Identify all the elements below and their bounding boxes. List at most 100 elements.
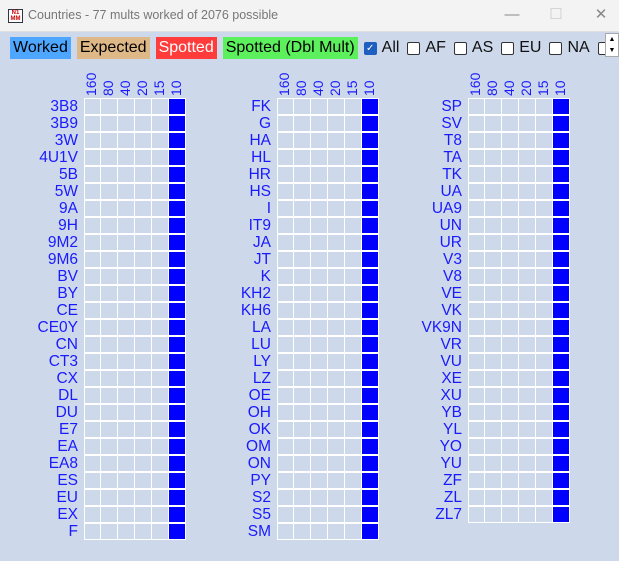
cell-worked[interactable]: [169, 319, 186, 336]
cell-empty[interactable]: [311, 285, 328, 302]
cell-worked[interactable]: [169, 387, 186, 404]
cell-empty[interactable]: [152, 149, 169, 166]
cell-empty[interactable]: [101, 268, 118, 285]
cell-empty[interactable]: [135, 438, 152, 455]
cell-empty[interactable]: [519, 404, 536, 421]
cell-worked[interactable]: [169, 217, 186, 234]
cell-empty[interactable]: [277, 370, 294, 387]
filter-na[interactable]: NA: [549, 39, 590, 57]
cell-empty[interactable]: [311, 489, 328, 506]
cell-empty[interactable]: [468, 251, 485, 268]
cell-worked[interactable]: [553, 506, 570, 523]
cell-empty[interactable]: [485, 387, 502, 404]
cell-empty[interactable]: [311, 200, 328, 217]
cell-worked[interactable]: [362, 149, 379, 166]
cell-empty[interactable]: [118, 421, 135, 438]
cell-empty[interactable]: [328, 489, 345, 506]
cell-empty[interactable]: [277, 183, 294, 200]
cell-empty[interactable]: [536, 438, 553, 455]
cell-empty[interactable]: [328, 387, 345, 404]
cell-empty[interactable]: [311, 336, 328, 353]
cell-empty[interactable]: [345, 370, 362, 387]
cell-empty[interactable]: [277, 251, 294, 268]
cell-empty[interactable]: [468, 421, 485, 438]
cell-empty[interactable]: [135, 217, 152, 234]
cell-worked[interactable]: [362, 217, 379, 234]
cell-empty[interactable]: [502, 319, 519, 336]
cell-empty[interactable]: [277, 234, 294, 251]
cell-empty[interactable]: [468, 200, 485, 217]
cell-empty[interactable]: [84, 506, 101, 523]
cell-empty[interactable]: [101, 132, 118, 149]
cell-worked[interactable]: [169, 438, 186, 455]
cell-empty[interactable]: [101, 166, 118, 183]
cell-empty[interactable]: [118, 132, 135, 149]
cell-empty[interactable]: [345, 268, 362, 285]
cell-empty[interactable]: [519, 98, 536, 115]
cell-empty[interactable]: [468, 98, 485, 115]
cell-worked[interactable]: [169, 353, 186, 370]
cell-empty[interactable]: [152, 200, 169, 217]
cell-worked[interactable]: [169, 421, 186, 438]
cell-empty[interactable]: [536, 132, 553, 149]
cell-empty[interactable]: [468, 489, 485, 506]
cell-empty[interactable]: [294, 455, 311, 472]
cell-empty[interactable]: [345, 506, 362, 523]
cell-empty[interactable]: [311, 302, 328, 319]
cell-empty[interactable]: [328, 132, 345, 149]
cell-worked[interactable]: [362, 455, 379, 472]
cell-empty[interactable]: [84, 353, 101, 370]
cell-empty[interactable]: [468, 234, 485, 251]
cell-empty[interactable]: [468, 370, 485, 387]
cell-worked[interactable]: [553, 98, 570, 115]
cell-empty[interactable]: [152, 217, 169, 234]
cell-empty[interactable]: [118, 404, 135, 421]
cell-empty[interactable]: [152, 234, 169, 251]
cell-empty[interactable]: [328, 234, 345, 251]
cell-empty[interactable]: [519, 506, 536, 523]
cell-empty[interactable]: [118, 336, 135, 353]
cell-empty[interactable]: [502, 132, 519, 149]
cell-empty[interactable]: [328, 404, 345, 421]
cell-worked[interactable]: [553, 183, 570, 200]
cell-empty[interactable]: [84, 149, 101, 166]
cell-empty[interactable]: [118, 387, 135, 404]
cell-empty[interactable]: [345, 166, 362, 183]
cell-empty[interactable]: [152, 506, 169, 523]
cell-empty[interactable]: [468, 217, 485, 234]
cell-empty[interactable]: [502, 149, 519, 166]
cell-empty[interactable]: [135, 115, 152, 132]
filter-eu[interactable]: EU: [501, 39, 541, 57]
cell-empty[interactable]: [118, 251, 135, 268]
cell-worked[interactable]: [169, 370, 186, 387]
cell-worked[interactable]: [169, 183, 186, 200]
cell-empty[interactable]: [536, 489, 553, 506]
cell-empty[interactable]: [84, 336, 101, 353]
cell-empty[interactable]: [277, 149, 294, 166]
cell-empty[interactable]: [502, 506, 519, 523]
cell-worked[interactable]: [553, 438, 570, 455]
cell-empty[interactable]: [84, 251, 101, 268]
cell-empty[interactable]: [152, 421, 169, 438]
cell-empty[interactable]: [311, 183, 328, 200]
cell-empty[interactable]: [468, 132, 485, 149]
cell-empty[interactable]: [101, 336, 118, 353]
checkbox-icon[interactable]: [407, 41, 421, 55]
cell-worked[interactable]: [362, 251, 379, 268]
cell-empty[interactable]: [152, 319, 169, 336]
cell-empty[interactable]: [485, 302, 502, 319]
cell-empty[interactable]: [502, 285, 519, 302]
cell-empty[interactable]: [135, 404, 152, 421]
cell-empty[interactable]: [328, 302, 345, 319]
cell-empty[interactable]: [84, 98, 101, 115]
cell-empty[interactable]: [118, 183, 135, 200]
cell-empty[interactable]: [101, 98, 118, 115]
cell-empty[interactable]: [84, 421, 101, 438]
cell-worked[interactable]: [553, 489, 570, 506]
cell-empty[interactable]: [311, 523, 328, 540]
cell-worked[interactable]: [553, 421, 570, 438]
cell-empty[interactable]: [468, 455, 485, 472]
cell-empty[interactable]: [468, 268, 485, 285]
cell-empty[interactable]: [519, 149, 536, 166]
cell-empty[interactable]: [294, 489, 311, 506]
